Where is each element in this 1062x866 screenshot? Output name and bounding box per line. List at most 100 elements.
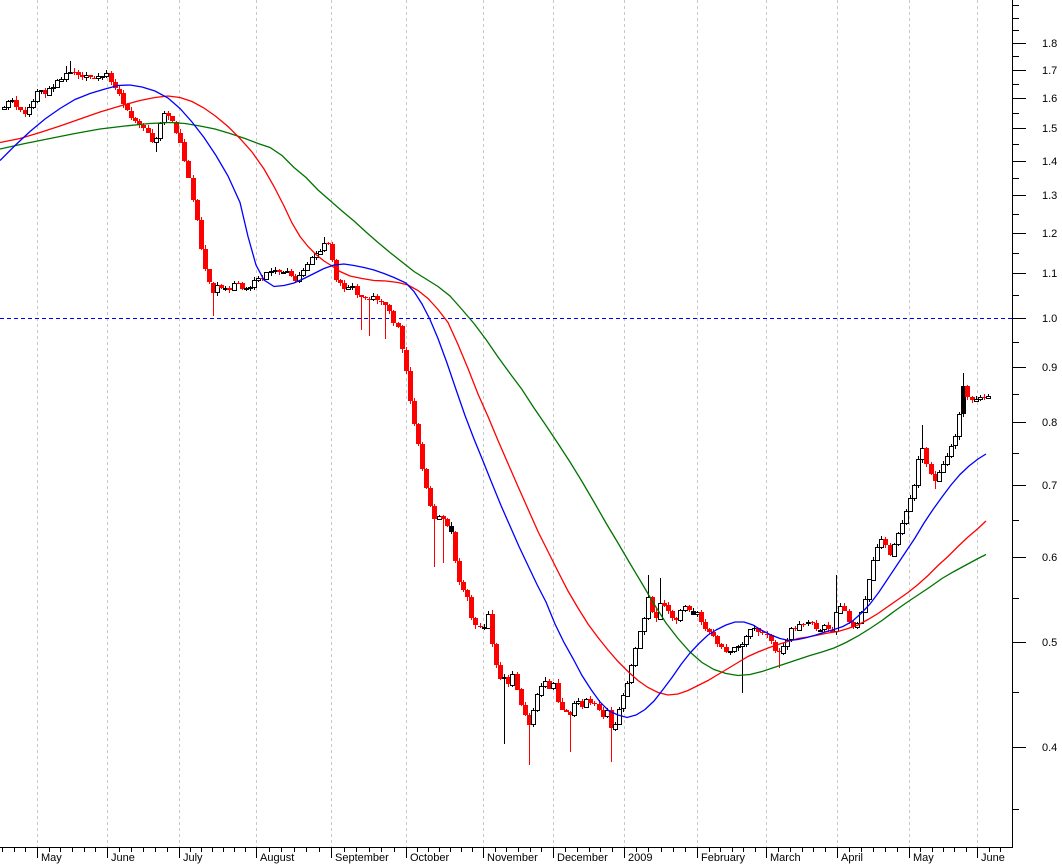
candle-body-down — [182, 142, 187, 161]
candle-body-up — [904, 511, 909, 524]
candle-body-down — [14, 100, 19, 107]
moving-averages-layer — [0, 84, 987, 719]
candle-body-down — [240, 283, 245, 289]
ma-mid-line — [0, 95, 987, 696]
axes-layer — [0, 0, 1026, 858]
y-tick-label: 0.9 — [1042, 362, 1057, 374]
candle-body-up — [350, 286, 355, 288]
candle-body-down — [178, 133, 183, 143]
candle-body-down — [494, 644, 499, 665]
candle-body-down — [851, 622, 856, 627]
candle-body-up — [104, 73, 109, 77]
candle-body-black — [449, 526, 454, 532]
candle-body-down — [719, 644, 724, 647]
candle-body-down — [150, 133, 155, 142]
candle-body-up — [256, 278, 261, 281]
y-tick-label: 1.3 — [1042, 190, 1057, 202]
candle-body-down — [43, 90, 48, 94]
candle-body-up — [576, 701, 581, 704]
candle-body-up — [781, 646, 786, 654]
candle-body-up — [937, 472, 942, 482]
candle-body-up — [875, 547, 880, 561]
candle-body-down — [80, 75, 85, 77]
candle-body-down — [424, 469, 429, 488]
candle-body-down — [769, 635, 774, 641]
candle-body-down — [469, 597, 474, 618]
candle-body-black — [806, 622, 811, 624]
candle-body-up — [310, 257, 315, 265]
candle-body-down — [289, 271, 294, 276]
candle-body-down — [564, 710, 569, 712]
candle-body-up — [158, 123, 163, 139]
candle-body-down — [933, 474, 938, 481]
candle-body-down — [810, 622, 815, 623]
candle-body-down — [137, 121, 142, 125]
y-tick-label: 1.2 — [1042, 228, 1057, 240]
candle-body-up — [572, 703, 577, 716]
candle-body-down — [724, 647, 729, 652]
candle-body-up — [482, 627, 487, 629]
month-label: November — [487, 852, 538, 864]
candle-body-down — [826, 625, 831, 629]
candle-body-up — [613, 724, 618, 730]
candle-body-down — [523, 705, 528, 715]
candle-body-down — [383, 302, 388, 305]
candle-body-down — [211, 283, 216, 293]
candle-body-up — [744, 636, 749, 645]
candle-body-up — [871, 560, 876, 581]
candle-body-down — [121, 93, 126, 104]
candle-body-up — [64, 73, 69, 80]
candle-body-black — [961, 386, 966, 414]
candle-body-up — [437, 516, 442, 520]
candle-body-up — [281, 272, 286, 274]
candle-body-up — [974, 399, 979, 402]
candle-body-down — [670, 611, 675, 618]
candle-body-down — [756, 628, 761, 632]
y-tick-label: 1.1 — [1042, 268, 1057, 280]
candle-body-down — [609, 710, 614, 728]
candle-body-up — [371, 296, 376, 300]
candle-body-up — [797, 624, 802, 631]
candle-body-down — [654, 612, 659, 618]
candle-body-up — [920, 448, 925, 460]
candle-body-up — [285, 271, 290, 273]
candle-body-down — [391, 311, 396, 323]
candle-body-up — [633, 648, 638, 666]
candle-body-down — [334, 260, 339, 280]
candle-body-down — [326, 243, 331, 244]
candle-body-up — [953, 436, 958, 446]
candle-body-down — [601, 710, 606, 717]
candle-body-down — [203, 249, 208, 269]
candle-body-black — [691, 611, 696, 615]
candle-body-down — [236, 283, 241, 284]
candle-body-down — [970, 397, 975, 400]
candle-body-up — [539, 686, 544, 696]
candle-body-down — [830, 630, 835, 632]
candle-body-down — [801, 624, 806, 625]
candle-body-down — [982, 397, 987, 398]
candle-body-down — [924, 448, 929, 464]
candle-body-down — [465, 590, 470, 597]
candle-body-down — [72, 72, 77, 73]
candle-body-up — [646, 597, 651, 619]
candle-body-up — [678, 610, 683, 621]
candle-body-down — [888, 545, 893, 555]
candle-body-up — [100, 76, 105, 78]
candle-body-down — [592, 703, 597, 704]
candle-body-up — [264, 272, 269, 280]
candle-body-down — [420, 444, 425, 469]
candle-body-down — [375, 296, 380, 300]
month-label: July — [183, 852, 203, 864]
month-label: 2009 — [628, 852, 652, 864]
y-tick-label: 1.8 — [1042, 38, 1057, 50]
candle-body-down — [396, 323, 401, 327]
candle-body-up — [531, 710, 536, 725]
candle-body-black — [752, 628, 757, 629]
candle-body-up — [346, 287, 351, 290]
candle-body-down — [777, 651, 782, 652]
candle-body-up — [941, 464, 946, 473]
candle-body-down — [363, 297, 368, 298]
candle-body-up — [949, 446, 954, 457]
candle-body-down — [568, 712, 573, 715]
